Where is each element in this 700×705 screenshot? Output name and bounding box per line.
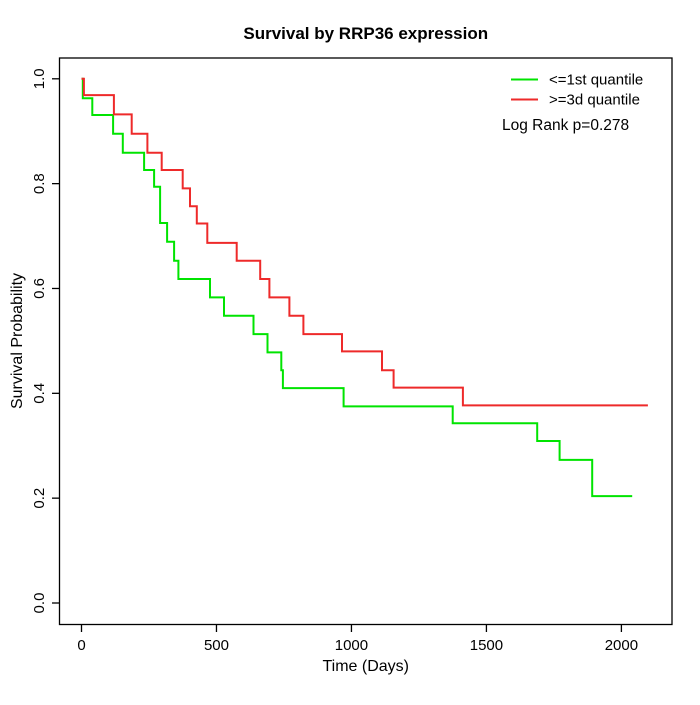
y-tick-label: 0.8 <box>31 173 48 194</box>
km-curve-first-quantile <box>81 77 633 498</box>
y-tick-label: 1.0 <box>31 68 48 89</box>
legend: <=1st quantile >=3d quantile Log Rank p=… <box>502 72 643 135</box>
legend-label-first-quantile: <=1st quantile <box>549 72 643 89</box>
y-tick-label: 0.6 <box>31 278 48 299</box>
chart-title: Survival by RRP36 expression <box>243 24 488 43</box>
y-tick-label: 0.2 <box>31 488 48 509</box>
legend-label-third-quantile: >=3d quantile <box>549 92 640 109</box>
x-tick-label: 1500 <box>470 637 503 654</box>
y-axis-label: Survival Probability <box>9 273 26 409</box>
km-curve-third-quantile <box>81 77 648 407</box>
x-axis-ticks: 0 500 1000 1500 2000 <box>77 624 638 654</box>
plot-box <box>58 57 673 626</box>
x-axis-label: Time (Days) <box>322 658 409 675</box>
x-tick-label: 2000 <box>605 637 638 654</box>
log-rank-annotation: Log Rank p=0.278 <box>502 117 629 134</box>
y-tick-label: 0.0 <box>31 593 48 614</box>
x-tick-label: 0 <box>77 637 85 654</box>
y-axis-ticks: 0.0 0.2 0.4 0.6 0.8 1.0 <box>31 68 60 613</box>
x-tick-label: 500 <box>204 637 229 654</box>
x-tick-label: 1000 <box>335 637 368 654</box>
y-tick-label: 0.4 <box>31 383 48 404</box>
